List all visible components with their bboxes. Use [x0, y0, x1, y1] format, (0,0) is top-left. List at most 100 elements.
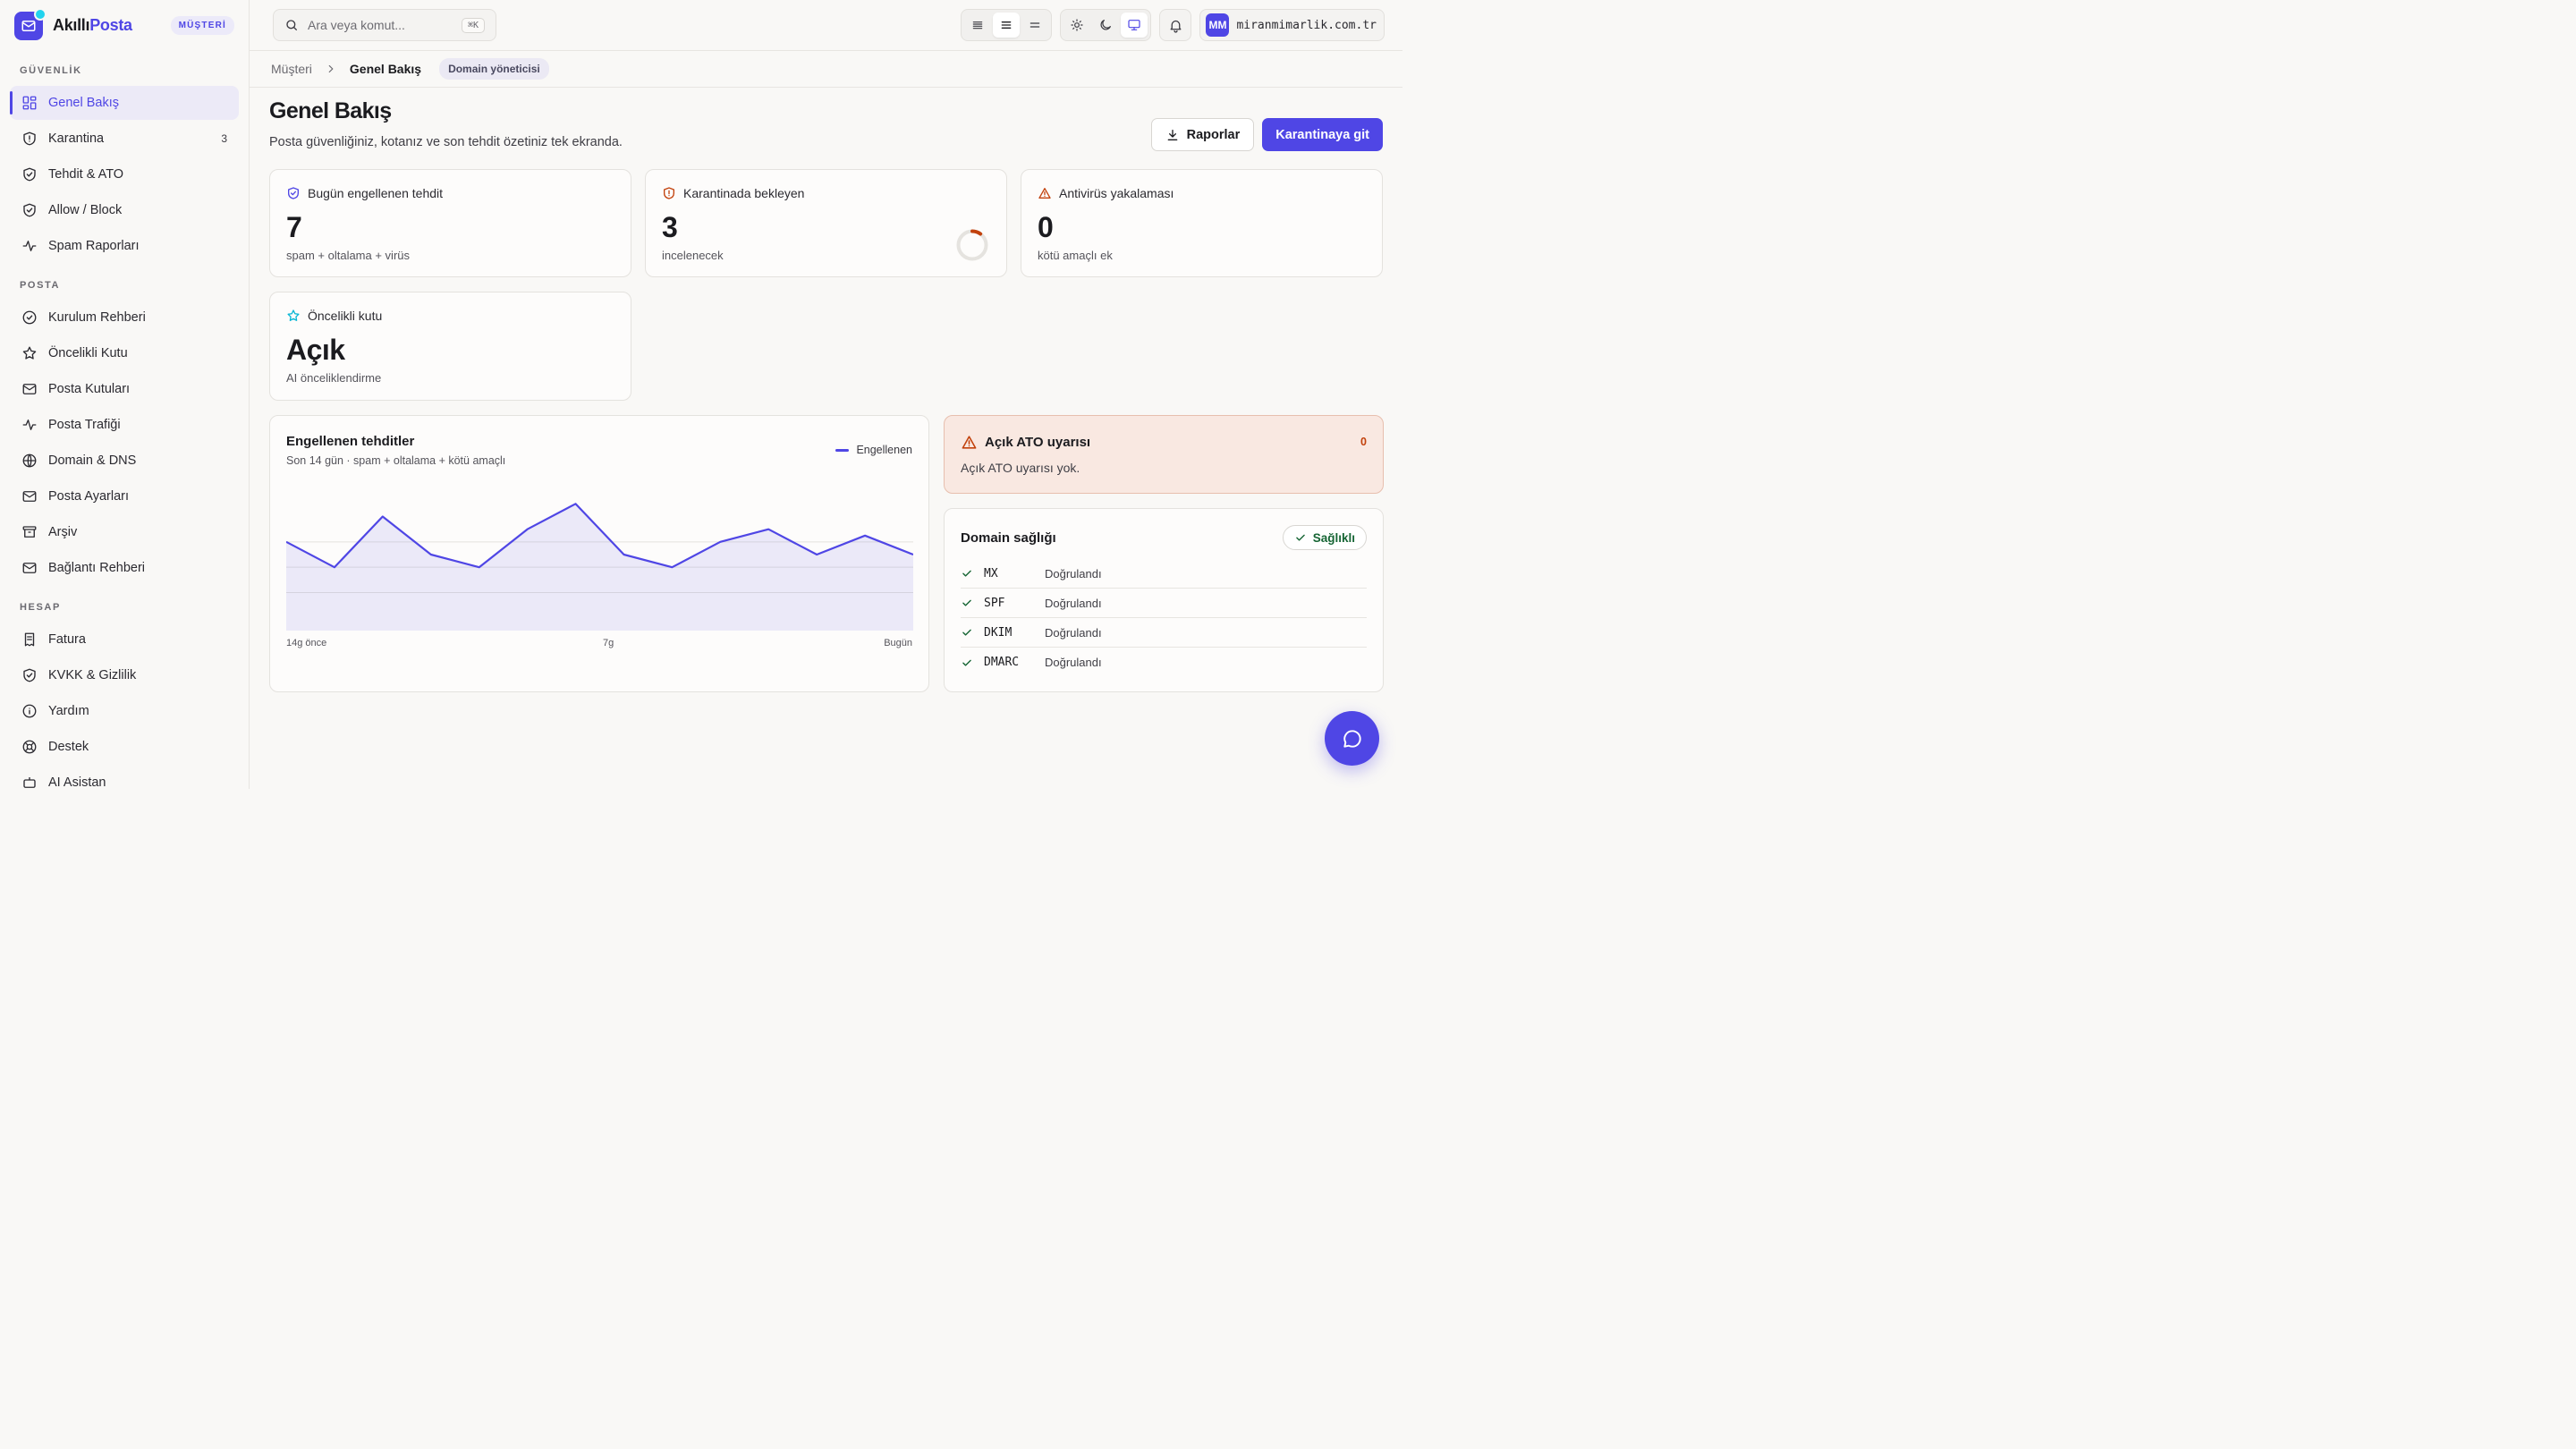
- dns-record-row: DMARC Doğrulandı: [961, 648, 1367, 677]
- stat-label: Öncelikli kutu: [286, 309, 382, 323]
- go-to-quarantine-label: Karantinaya git: [1275, 127, 1369, 142]
- sidebar-item-allow-block[interactable]: Allow / Block: [10, 193, 239, 227]
- density-toggle: [961, 9, 1053, 41]
- compact-density-icon: [973, 21, 983, 30]
- chart-title: Engellenen tehditler: [286, 434, 415, 449]
- sidebar-item-label: Destek: [48, 740, 89, 754]
- shield-check-icon: [288, 187, 299, 199]
- search-shortcut: ⌘K: [461, 17, 485, 33]
- compact-density-button[interactable]: [964, 13, 991, 38]
- x-tick-label: 7g: [603, 638, 614, 648]
- sidebar-item-mail-settings[interactable]: Posta Ayarları: [10, 479, 239, 513]
- check-icon: [1295, 534, 1305, 541]
- dashboard-icon: [22, 96, 37, 110]
- lifebuoy-icon: [22, 740, 37, 754]
- sidebar-item-billing[interactable]: Fatura: [10, 623, 239, 657]
- sidebar-item-label: Kurulum Rehberi: [48, 310, 146, 325]
- brand[interactable]: AkıllıPosta MÜŞTERİ: [0, 0, 249, 51]
- sidebar-item-spam-reports[interactable]: Spam Raporları: [10, 229, 239, 263]
- stat-value: 0: [1038, 211, 1054, 243]
- search-box[interactable]: ⌘K: [273, 9, 496, 41]
- sidebar-item-label: AI Asistan: [48, 775, 106, 789]
- search-input[interactable]: [308, 18, 462, 32]
- bot-icon: [23, 777, 36, 788]
- monitor-icon: [1128, 20, 1141, 30]
- sidebar-item-label: KVKK & Gizlilik: [48, 668, 137, 682]
- sidebar-item-label: Yardım: [48, 704, 89, 718]
- legend-swatch: [835, 448, 850, 452]
- brand-name: AkıllıPosta: [53, 16, 132, 34]
- reports-button-label: Raporlar: [1186, 127, 1241, 142]
- info-icon: [22, 704, 37, 718]
- nav-section-security: GÜVENLİK: [20, 65, 82, 76]
- domain-health-status-badge: Sağlıklı: [1282, 525, 1367, 550]
- stat-label: Karantinada bekleyen: [662, 186, 804, 200]
- account-menu[interactable]: MM miranmimarlik.com.tr: [1199, 9, 1385, 41]
- sidebar-item-ai-assistant[interactable]: AI Asistan: [10, 766, 239, 789]
- download-icon: [1167, 129, 1177, 140]
- sun-icon: [1071, 19, 1084, 31]
- sidebar-item-mail-traffic[interactable]: Posta Trafiği: [10, 408, 239, 442]
- chart-area-fill: [286, 504, 913, 631]
- globe-icon: [22, 453, 37, 468]
- notifications-button[interactable]: [1159, 9, 1192, 41]
- sidebar-item-label: Arşiv: [48, 525, 78, 539]
- topbar: ⌘K: [250, 0, 1402, 51]
- check-circle-icon: [22, 310, 37, 325]
- dark-theme-button[interactable]: [1092, 13, 1119, 38]
- chart-legend: Engellenen: [835, 444, 912, 456]
- sidebar-item-label: Öncelikli Kutu: [48, 346, 128, 360]
- mail-icon: [22, 491, 37, 502]
- sidebar-item-archive[interactable]: Arşiv: [10, 515, 239, 549]
- check-icon: [962, 599, 971, 606]
- breadcrumb: Müşteri Genel Bakış Domain yöneticisi: [250, 51, 1402, 88]
- sidebar-item-mailboxes[interactable]: Posta Kutuları: [10, 372, 239, 406]
- stat-sub: AI önceliklendirme: [286, 371, 382, 385]
- chat-button[interactable]: [1325, 711, 1379, 766]
- stat-card-priority-inbox: Öncelikli kutu Açık AI önceliklendirme: [269, 292, 631, 401]
- activity-icon: [22, 241, 37, 251]
- stat-sub: spam + oltalama + virüs: [286, 249, 411, 262]
- sidebar-item-kvkk-privacy[interactable]: KVKK & Gizlilik: [10, 658, 239, 692]
- go-to-quarantine-button[interactable]: Karantinaya git: [1262, 118, 1383, 151]
- shield-icon: [664, 187, 674, 199]
- sidebar-item-label: Spam Raporları: [48, 239, 140, 253]
- mail-icon: [22, 384, 37, 394]
- chart-series-line: [286, 503, 913, 569]
- sidebar-item-label: Karantina: [48, 131, 105, 146]
- stat-value: 7: [286, 211, 302, 243]
- shield-icon: [23, 131, 36, 146]
- sidebar-item-label: Posta Kutuları: [48, 382, 131, 396]
- role-badge-domain-admin: Domain yöneticisi: [439, 58, 549, 80]
- mail-icon: [22, 563, 37, 573]
- domain-health-card: Domain sağlığı Sağlıklı MX Doğrulandı SP…: [944, 508, 1384, 692]
- quarantine-progress-ring: [956, 229, 988, 261]
- sidebar-item-label: Tehdit & ATO: [48, 167, 124, 182]
- sidebar-item-help[interactable]: Yardım: [10, 694, 239, 728]
- sidebar-item-support[interactable]: Destek: [10, 730, 239, 764]
- chart-subtitle: Son 14 gün · spam + oltalama + kötü amaç…: [286, 454, 506, 467]
- system-theme-button[interactable]: [1121, 13, 1148, 38]
- page-header: Genel Bakış Posta güvenliğiniz, kotanız …: [269, 98, 623, 149]
- sidebar-item-connection-guide[interactable]: Bağlantı Rehberi: [10, 551, 239, 585]
- sidebar-item-domain-dns[interactable]: Domain & DNS: [10, 444, 239, 478]
- check-icon: [962, 659, 971, 666]
- stat-sub: kötü amaçlı ek: [1038, 249, 1113, 262]
- sidebar-item-priority-inbox[interactable]: Öncelikli Kutu: [10, 336, 239, 370]
- sidebar-item-threat-ato[interactable]: Tehdit & ATO: [10, 157, 239, 191]
- stat-card-blocked-today: Bugün engellenen tehdit 7 spam + oltalam…: [269, 169, 631, 277]
- star-icon: [22, 346, 37, 360]
- shield-check-icon: [23, 167, 36, 182]
- reports-button[interactable]: Raporlar: [1150, 118, 1255, 151]
- dns-record-status: Doğrulandı: [1045, 656, 1102, 669]
- comfortable-density-button[interactable]: [1021, 13, 1048, 38]
- sidebar-item-quarantine[interactable]: Karantina 3: [10, 122, 239, 156]
- stat-card-antivirus: Antivirüs yakalaması 0 kötü amaçlı ek: [1021, 169, 1383, 277]
- default-density-button[interactable]: [993, 13, 1021, 38]
- light-theme-button[interactable]: [1063, 13, 1090, 38]
- stat-label: Antivirüs yakalaması: [1038, 186, 1174, 200]
- breadcrumb-root[interactable]: Müşteri: [271, 62, 312, 76]
- sidebar-item-setup-guide[interactable]: Kurulum Rehberi: [10, 301, 239, 335]
- sidebar-item-overview[interactable]: Genel Bakış: [10, 86, 239, 120]
- stat-value: Açık: [286, 334, 345, 366]
